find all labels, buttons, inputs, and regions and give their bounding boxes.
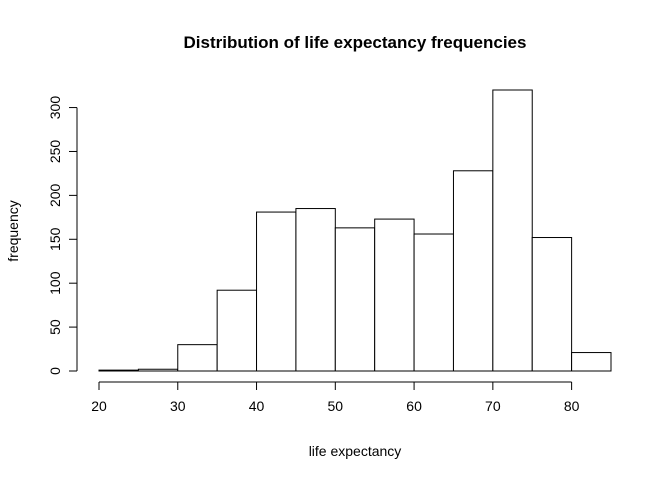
y-tick-label: 250 [47,140,63,164]
y-tick-label: 150 [47,227,63,251]
x-tick-label: 70 [485,398,501,414]
histogram-bar [531,237,573,372]
histogram-bar [137,368,179,372]
histogram-bar [374,218,415,372]
histogram-bar [216,289,258,372]
histogram-bar [334,227,376,372]
x-tick-label: 50 [328,398,344,414]
y-tick-label: 50 [47,319,63,335]
x-tick-label: 30 [170,398,186,414]
y-tick-label: 200 [47,183,63,207]
bars-group [98,89,612,372]
histogram-bar [571,352,612,372]
histogram-bar [413,233,454,372]
histogram-bar [492,89,533,372]
histogram-bar [177,344,218,372]
chart-title: Distribution of life expectancy frequenc… [184,33,527,52]
y-tick-label: 300 [47,96,63,120]
x-axis-label: life expectancy [309,443,402,459]
y-axis: 0 50 100 150 200 250 300 [47,96,78,375]
histogram-bar [98,369,139,372]
histogram-bar [256,211,297,372]
histogram-bar [452,170,494,372]
x-tick-label: 60 [406,398,422,414]
y-tick-label: 0 [47,367,63,375]
histogram-bar [295,208,336,372]
x-axis: 20 30 40 50 60 70 80 [91,381,580,414]
x-tick-label: 40 [249,398,265,414]
x-tick-label: 20 [91,398,107,414]
y-tick-label: 100 [47,271,63,295]
y-axis-label: frequency [5,200,21,261]
x-tick-label: 80 [564,398,580,414]
